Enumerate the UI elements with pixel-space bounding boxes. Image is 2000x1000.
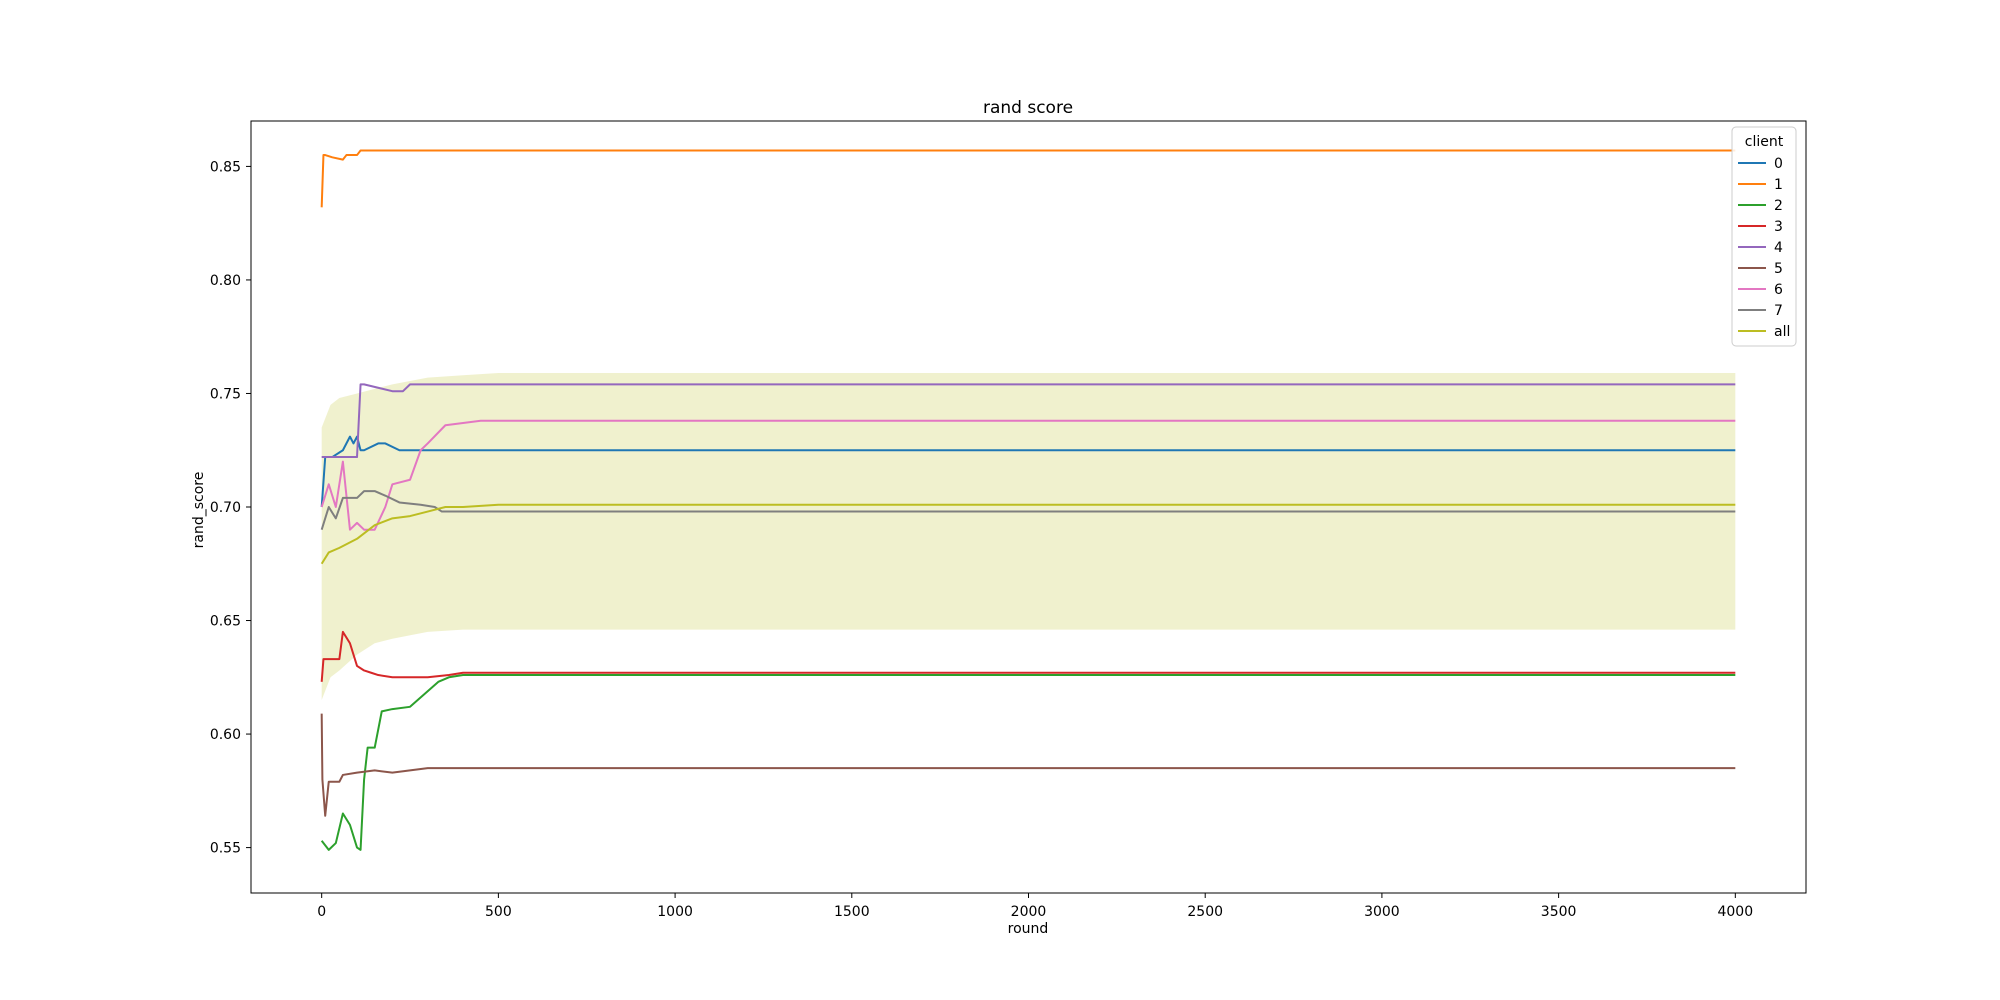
series-line-all [320,503,1736,565]
series-line-5 [320,713,1736,817]
y-tick-label: 0.60 [210,727,241,743]
legend-title: client [1745,134,1784,150]
axes: 0 500 1000 1500 2000 2500 3000 3500 4000 0.55 0.60… [210,120,1807,920]
x-tick-label: 0 [317,904,326,920]
x-tick-label: 3500 [1541,904,1577,920]
y-tick-label: 0.70 [210,500,241,516]
series-line-1 [320,149,1736,208]
chart-title: rand score [983,98,1073,118]
legend-label-all: all [1774,324,1790,340]
legend-label-7: 7 [1774,303,1783,319]
legend-label-1: 1 [1774,177,1783,193]
x-tick-label: 1000 [657,904,693,920]
legend-label-5: 5 [1774,261,1783,277]
x-tick-label: 1500 [834,904,870,920]
series-line-2 [320,674,1736,851]
y-tick-label: 0.85 [210,159,241,175]
y-tick-label: 0.65 [210,614,241,630]
x-tick-label: 500 [485,904,512,920]
series-line-3 [320,630,1736,682]
y-tick-label: 0.55 [210,841,241,857]
y-tick-label: 0.80 [210,273,241,289]
x-tick-label: 2500 [1187,904,1223,920]
x-tick-label: 3000 [1364,904,1400,920]
x-tick-label: 4000 [1717,904,1753,920]
x-tick-label: 2000 [1011,904,1047,920]
legend-label-0: 0 [1774,156,1783,172]
series-line-6 [320,419,1736,531]
legend-label-3: 3 [1774,219,1783,235]
plot-area [320,149,1736,851]
confidence-band-all [321,373,1736,700]
y-tick-label: 0.75 [210,386,241,402]
legend-label-2: 2 [1774,198,1783,214]
legend: client 0 1 2 3 4 5 6 7 all [1731,126,1797,347]
x-axis-label: round [1008,921,1049,937]
series-line-4 [321,383,1736,459]
series-line-7 [320,490,1736,531]
y-axis-label: rand_score [191,472,207,549]
legend-box [1731,126,1797,347]
legend-label-6: 6 [1774,282,1783,298]
legend-label-4: 4 [1774,240,1783,256]
